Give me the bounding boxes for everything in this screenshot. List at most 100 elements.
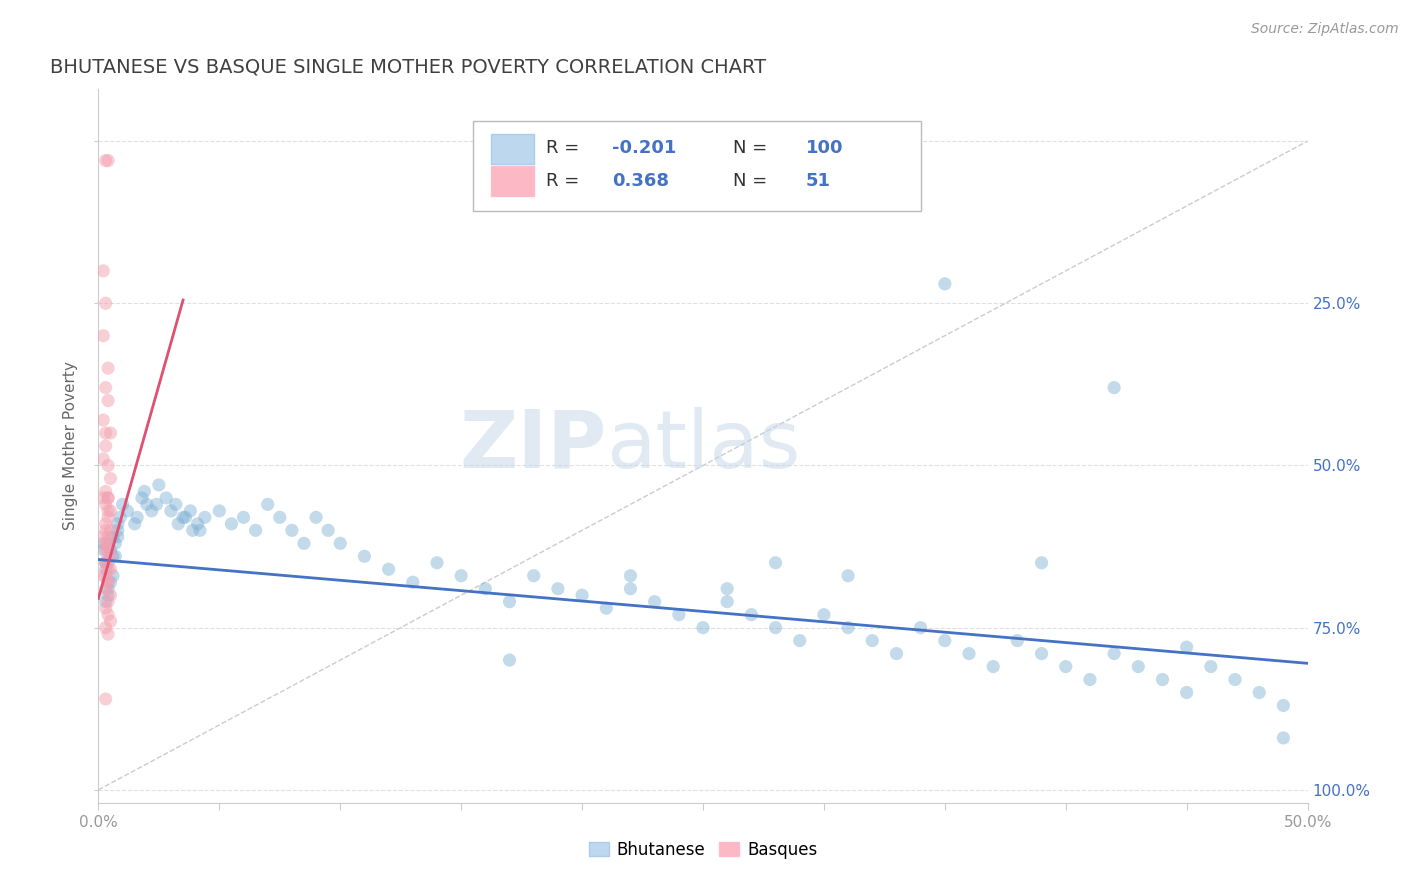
Text: R =: R = — [546, 139, 585, 157]
Point — [97, 361, 120, 376]
Point — [292, 536, 315, 550]
Point — [316, 524, 339, 538]
Point — [595, 601, 617, 615]
Point — [91, 452, 114, 467]
Point — [107, 524, 129, 538]
Point — [94, 153, 117, 168]
Point — [208, 504, 231, 518]
Point — [256, 497, 278, 511]
Point — [353, 549, 375, 564]
Point — [94, 601, 117, 615]
Point — [101, 568, 124, 582]
Point — [101, 549, 124, 564]
FancyBboxPatch shape — [474, 121, 921, 211]
Point — [97, 627, 120, 641]
Point — [100, 614, 122, 628]
Point — [91, 568, 114, 582]
Point — [94, 296, 117, 310]
Point — [886, 647, 908, 661]
Y-axis label: Single Mother Poverty: Single Mother Poverty — [63, 361, 79, 531]
Point — [94, 516, 117, 531]
Point — [91, 491, 114, 505]
Point — [117, 504, 139, 518]
Point — [174, 510, 197, 524]
Point — [619, 568, 641, 582]
Point — [104, 536, 127, 550]
Point — [100, 504, 122, 518]
Point — [1249, 685, 1271, 699]
Point — [1031, 647, 1053, 661]
Point — [145, 497, 167, 511]
Text: -0.201: -0.201 — [613, 139, 676, 157]
Point — [94, 542, 117, 557]
Point — [765, 621, 787, 635]
Point — [1152, 673, 1174, 687]
Text: N =: N = — [734, 171, 773, 189]
Point — [644, 595, 666, 609]
Text: N =: N = — [734, 139, 773, 157]
FancyBboxPatch shape — [492, 166, 534, 196]
Point — [94, 556, 117, 570]
Point — [860, 633, 883, 648]
Point — [329, 536, 352, 550]
Point — [789, 633, 811, 648]
Point — [97, 575, 120, 590]
Point — [813, 607, 835, 622]
Text: Source: ZipAtlas.com: Source: ZipAtlas.com — [1251, 22, 1399, 37]
Point — [101, 530, 124, 544]
Point — [165, 497, 187, 511]
Point — [97, 582, 120, 596]
Point — [97, 153, 120, 168]
Point — [97, 542, 120, 557]
Point — [134, 484, 156, 499]
Point — [97, 504, 120, 518]
Point — [619, 582, 641, 596]
Point — [981, 659, 1004, 673]
Text: atlas: atlas — [606, 407, 800, 485]
Point — [97, 491, 120, 505]
Text: 0.368: 0.368 — [613, 171, 669, 189]
Point — [97, 588, 120, 602]
Point — [571, 588, 593, 602]
Point — [135, 497, 157, 511]
Point — [100, 425, 122, 440]
Point — [124, 516, 146, 531]
Point — [111, 497, 134, 511]
Point — [94, 595, 117, 609]
Point — [97, 575, 120, 590]
Point — [97, 607, 120, 622]
Point — [94, 562, 117, 576]
Point — [91, 328, 114, 343]
Point — [269, 510, 291, 524]
Point — [100, 562, 122, 576]
Point — [100, 542, 122, 557]
Point — [94, 439, 117, 453]
Text: 100: 100 — [806, 139, 844, 157]
Point — [426, 556, 449, 570]
Point — [305, 510, 328, 524]
Point — [765, 556, 787, 570]
Point — [100, 588, 122, 602]
Point — [97, 536, 120, 550]
Point — [155, 491, 177, 505]
Point — [148, 478, 170, 492]
Point — [167, 516, 190, 531]
Point — [1078, 673, 1101, 687]
Point — [107, 516, 129, 531]
Point — [97, 458, 120, 473]
Point — [1102, 647, 1125, 661]
Point — [837, 568, 859, 582]
Point — [94, 536, 117, 550]
Point — [1054, 659, 1077, 673]
Point — [127, 510, 149, 524]
Point — [402, 575, 425, 590]
Point — [131, 491, 153, 505]
Point — [94, 556, 117, 570]
Point — [1272, 698, 1295, 713]
Point — [97, 549, 120, 564]
Point — [94, 497, 117, 511]
Point — [1175, 685, 1198, 699]
Point — [97, 530, 120, 544]
Point — [97, 595, 120, 609]
Point — [94, 524, 117, 538]
